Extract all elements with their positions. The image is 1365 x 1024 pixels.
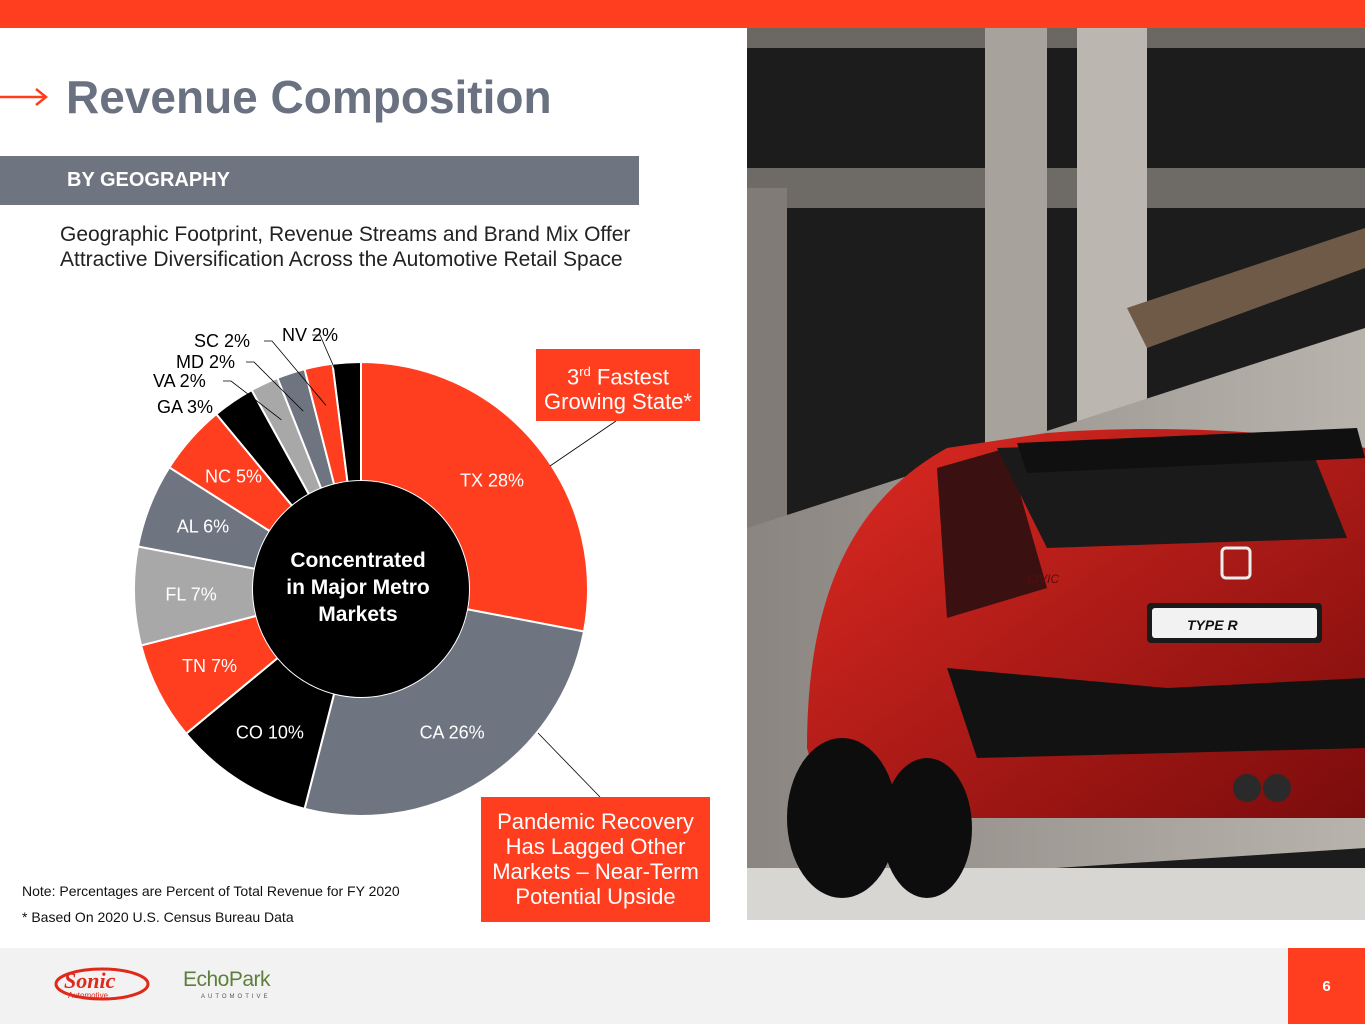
slice-label: SC 2% <box>194 331 250 351</box>
slice-label: NC 5% <box>205 467 262 487</box>
slice-label: CA 26% <box>420 723 485 743</box>
slice-label: FL 7% <box>165 584 216 604</box>
donut-center-label: in Major Metro <box>286 576 430 599</box>
footnote-percentages: Note: Percentages are Percent of Total R… <box>22 883 400 899</box>
echopark-logo-text: EchoPark <box>183 968 271 991</box>
callout-pandemic-recovery: Pandemic Recovery Has Lagged Other Marke… <box>481 797 710 922</box>
slice-leader-line <box>264 340 327 406</box>
footnote-census: * Based On 2020 U.S. Census Bureau Data <box>22 909 294 925</box>
callout-leader-line <box>537 732 601 798</box>
revenue-geography-donut-chart: TX 28% CA 26% CO 10% TN 7% FL 7% AL 6% NC 5% GA… <box>133 325 617 817</box>
slice-label: MD 2% <box>176 352 235 372</box>
callout-pandemic-line: Potential Upside <box>515 884 676 909</box>
callout-pandemic-line: Pandemic Recovery <box>497 809 694 834</box>
callout-pandemic-line: Markets – Near-Term <box>492 859 699 884</box>
slice-label: VA 2% <box>153 371 206 391</box>
callout-leader-line <box>549 420 617 467</box>
slice-leader-line <box>223 380 282 421</box>
donut-center-label: Concentrated <box>290 549 425 572</box>
callout-fastest-number: 3 <box>566 364 580 390</box>
echopark-logo-sub: AUTOMOTIVE <box>201 994 271 1000</box>
slice-label: TX 28% <box>460 471 524 491</box>
svg-text:Sonic: Sonic <box>64 968 116 993</box>
callout-fastest-growing: 3rd Fastest Growing State* <box>536 349 700 421</box>
section-label: BY GEOGRAPHY <box>67 169 230 191</box>
top-accent-bar <box>0 0 1365 28</box>
slice-label: CO 10% <box>236 723 304 743</box>
page-title: Revenue Composition <box>66 71 552 123</box>
footer: Sonic Automotive EchoPark AUTOMOTIVE 6 <box>0 948 1365 1024</box>
subtitle: Geographic Footprint, Revenue Streams an… <box>60 223 631 271</box>
sonic-automotive-logo: Sonic Automotive <box>54 967 150 1001</box>
svg-text:Automotive: Automotive <box>68 991 109 1000</box>
slice-leader-line <box>312 334 350 403</box>
slice-label: GA 3% <box>157 397 213 417</box>
echopark-logo: EchoPark AUTOMOTIVE <box>183 968 283 1008</box>
page-number-box: 6 <box>1288 948 1365 1024</box>
callout-fastest-rest: Fastest Growing State* <box>544 364 692 415</box>
section-banner: BY GEOGRAPHY <box>0 156 639 205</box>
slice-leader-line <box>246 361 304 412</box>
slice-label: TN 7% <box>182 656 237 676</box>
callout-pandemic-line: Has Lagged Other <box>505 834 686 859</box>
title-arrow-icon <box>0 88 49 106</box>
honda-civic-type-r-photo: TYPE R CIVIC <box>747 28 1365 920</box>
type-r-badge-text: TYPE R <box>1187 617 1238 633</box>
callout-fastest-sup: rd <box>579 364 591 379</box>
slice-label: NV 2% <box>282 325 338 345</box>
donut-center <box>253 481 469 697</box>
page-number: 6 <box>1322 978 1331 995</box>
donut-center-label: Markets <box>318 603 397 626</box>
civic-badge-text: CIVIC <box>1027 572 1059 586</box>
slice-label: AL 6% <box>177 516 229 536</box>
